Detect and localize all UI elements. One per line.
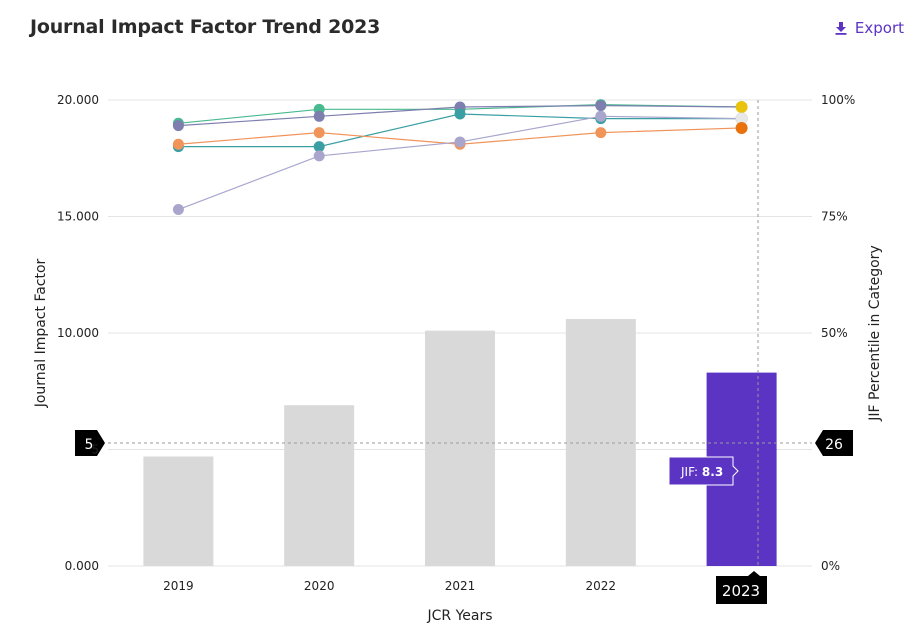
y-tick-label: 0.000 xyxy=(65,559,99,573)
crosshair-left-marker xyxy=(75,430,105,456)
y2-tick-label: 50% xyxy=(821,326,848,340)
percentile-point xyxy=(172,138,184,150)
percentile-point xyxy=(313,110,325,122)
end-marker-point xyxy=(735,100,748,113)
export-label: Export xyxy=(854,19,904,37)
y2-axis-title: JIF Percentile in Category xyxy=(867,245,883,421)
x-crosshair-label: 2023 xyxy=(722,582,760,600)
percentile-point xyxy=(595,110,607,122)
y-axis-title: Journal Impact Factor xyxy=(33,258,49,408)
crosshair-right-label: 26 xyxy=(825,437,843,453)
percentile-point xyxy=(454,136,466,148)
y2-tick-label: 100% xyxy=(821,93,855,107)
x-tick-label: 2021 xyxy=(445,579,476,593)
percentile-point xyxy=(172,120,184,132)
crosshair-right-marker xyxy=(815,430,853,456)
percentile-point xyxy=(313,141,325,153)
bar-2020 xyxy=(284,405,355,566)
x-crosshair-marker xyxy=(716,571,767,604)
chart-title: Journal Impact Factor Trend 2023 xyxy=(30,16,381,38)
jif-tooltip-text: JIF: 8.3 xyxy=(680,465,723,479)
y-tick-label: 20.000 xyxy=(57,93,99,107)
x-axis-title: JCR Years xyxy=(426,608,492,624)
y-tick-label: 15.000 xyxy=(57,210,99,224)
percentile-point xyxy=(454,108,466,120)
y-tick-label: 5 xyxy=(91,443,99,457)
end-marker-point xyxy=(735,121,748,134)
bars xyxy=(143,319,777,566)
bar-2019 xyxy=(143,456,214,566)
y2-tick-label: 0% xyxy=(821,559,840,573)
y-tick-label: 10.000 xyxy=(57,326,99,340)
jif-tooltip-value: 8.3 xyxy=(702,465,723,479)
export-button[interactable]: Export xyxy=(835,19,904,37)
x-tick-label: 2022 xyxy=(586,579,617,593)
crosshair-overlay: 5 26 JIF: 8.3 xyxy=(75,100,853,566)
bar-2021 xyxy=(425,330,495,566)
x-tick-label: 2020 xyxy=(304,579,335,593)
percentile-point xyxy=(313,127,325,139)
crosshair-left-label: 5 xyxy=(85,437,94,453)
jif-tooltip xyxy=(668,456,739,486)
y2-tick-label: 75% xyxy=(821,210,848,224)
axes: 0.000 5 10.000 15.000 20.000 0% 50% 75% 100% 2019… xyxy=(33,93,883,624)
jif-tooltip-prefix: JIF: xyxy=(680,465,702,479)
percentile-point xyxy=(595,127,607,139)
x-tick-label: 2019 xyxy=(163,579,194,593)
percentile-point xyxy=(172,204,184,216)
percentile-point xyxy=(313,150,325,162)
download-icon xyxy=(835,21,847,35)
percentile-lines xyxy=(172,99,748,216)
percentile-point xyxy=(595,100,607,112)
